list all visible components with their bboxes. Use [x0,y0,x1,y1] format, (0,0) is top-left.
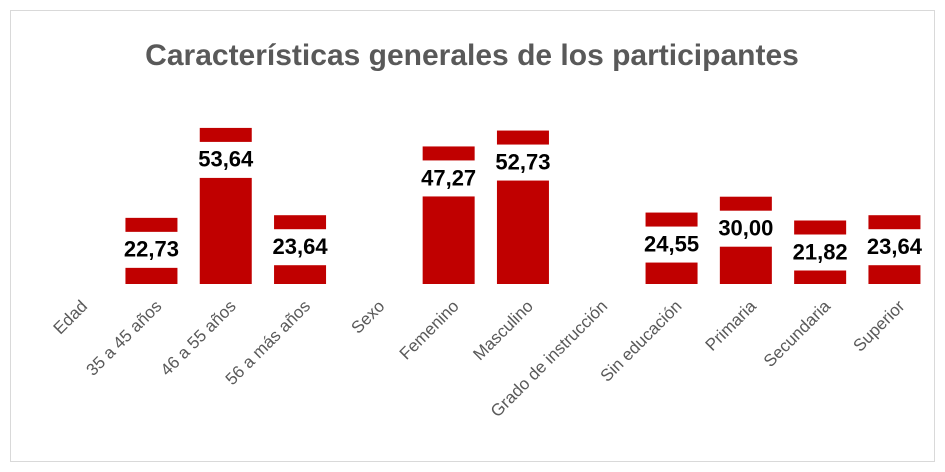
data-label-box [112,231,191,268]
data-label-box [706,210,785,247]
data-label: 53,64 [198,147,254,172]
data-label: 23,64 [867,234,923,259]
data-label-box [781,234,860,271]
data-label: 21,82 [793,239,848,264]
data-label: 24,55 [644,231,699,256]
data-label: 52,73 [495,149,550,174]
data-label-box [483,144,562,181]
data-label-box [632,226,711,263]
data-label: 22,73 [124,237,179,262]
data-label: 23,64 [273,234,329,259]
chart-title: Características generales de los partici… [145,39,799,72]
data-label-box [855,229,934,266]
data-label: 30,00 [718,216,773,241]
data-label-box [409,160,488,197]
data-label-box [186,141,265,178]
data-label: 47,27 [421,165,476,190]
data-label-box [261,229,340,266]
